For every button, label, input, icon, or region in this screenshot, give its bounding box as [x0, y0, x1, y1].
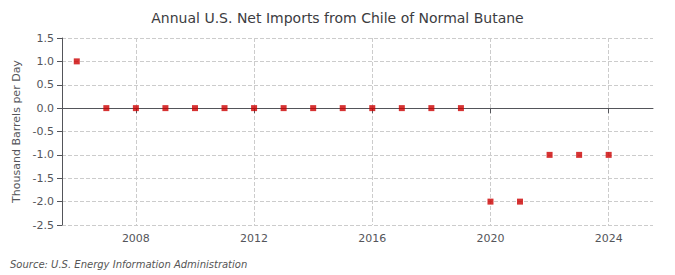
- svg-text:0.5: 0.5: [37, 78, 55, 91]
- svg-text:0.0: 0.0: [37, 102, 55, 115]
- svg-text:2024: 2024: [595, 232, 623, 245]
- svg-text:1.0: 1.0: [37, 55, 55, 68]
- svg-text:-0.5: -0.5: [33, 125, 54, 138]
- svg-text:-1.5: -1.5: [33, 172, 54, 185]
- svg-text:2008: 2008: [122, 232, 150, 245]
- svg-text:-2.0: -2.0: [33, 195, 54, 208]
- svg-text:-1.0: -1.0: [33, 148, 54, 161]
- svg-text:2020: 2020: [476, 232, 504, 245]
- svg-text:Thousand Barrels per Day: Thousand Barrels per Day: [10, 60, 23, 204]
- svg-text:1.5: 1.5: [37, 32, 55, 45]
- svg-text:2012: 2012: [240, 232, 268, 245]
- svg-text:Source: U.S. Energy Informatio: Source: U.S. Energy Information Administ…: [10, 259, 247, 270]
- svg-text:2016: 2016: [358, 232, 386, 245]
- svg-text:-2.5: -2.5: [33, 219, 54, 232]
- svg-text:Annual U.S. Net Imports from C: Annual U.S. Net Imports from Chile of No…: [151, 10, 523, 26]
